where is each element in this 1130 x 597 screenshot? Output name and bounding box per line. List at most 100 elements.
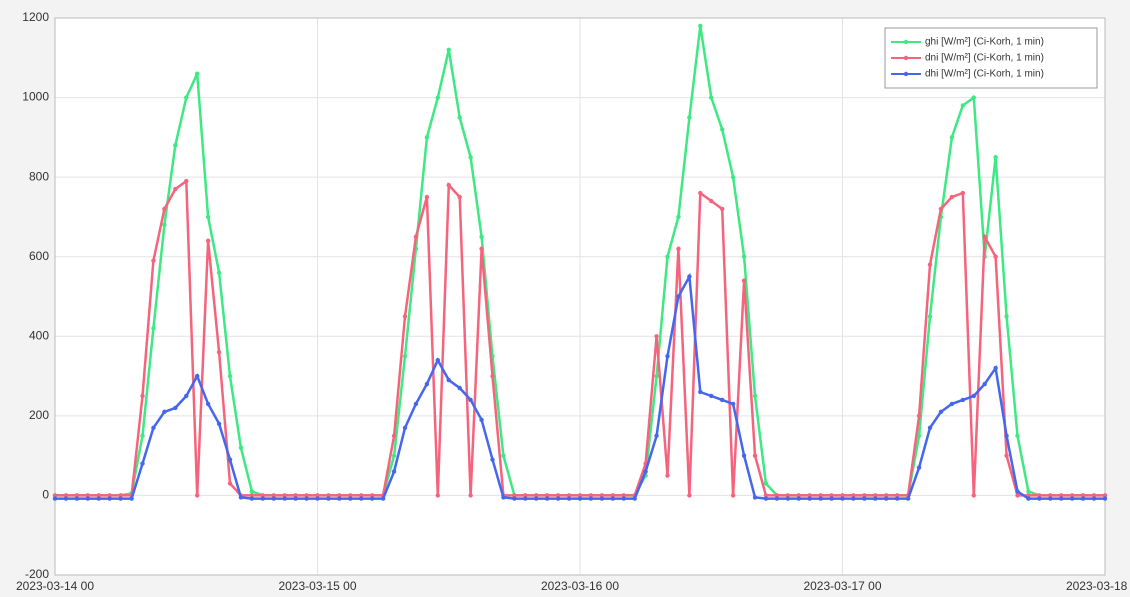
point-marker xyxy=(391,453,397,458)
legend: ghi [W/m²] (Ci-Korh, 1 min) dni [W/m²] (C… xyxy=(884,27,1098,89)
point-marker xyxy=(960,397,966,403)
point-marker xyxy=(238,495,244,500)
point-marker xyxy=(873,496,878,501)
point-marker xyxy=(566,493,572,498)
point-marker xyxy=(249,493,255,498)
point-marker xyxy=(173,405,178,411)
point-marker xyxy=(457,115,462,120)
point-marker xyxy=(479,246,484,251)
point-marker xyxy=(337,493,342,498)
point-marker xyxy=(523,496,528,501)
point-marker xyxy=(85,493,91,498)
point-marker xyxy=(577,493,583,498)
point-marker xyxy=(818,493,823,498)
point-marker xyxy=(1091,493,1097,498)
point-marker xyxy=(194,71,200,76)
point-marker xyxy=(260,496,266,501)
point-marker xyxy=(369,496,375,501)
point-marker xyxy=(774,496,780,501)
point-marker xyxy=(884,496,889,501)
point-marker xyxy=(249,496,255,501)
point-marker xyxy=(621,496,626,501)
point-marker xyxy=(534,493,539,498)
point-marker xyxy=(194,493,200,498)
point-marker xyxy=(151,326,156,331)
point-marker xyxy=(676,214,681,220)
point-marker xyxy=(960,103,966,108)
point-marker xyxy=(216,421,222,427)
y-tick-label: -200 xyxy=(25,567,49,581)
point-marker xyxy=(1048,496,1053,501)
point-marker xyxy=(752,393,758,399)
point-marker xyxy=(741,278,747,283)
point-marker xyxy=(63,496,69,501)
point-marker xyxy=(698,190,703,196)
point-marker xyxy=(599,496,605,501)
point-marker xyxy=(654,433,659,438)
point-marker xyxy=(610,493,616,498)
y-tick-label: 400 xyxy=(29,328,49,342)
point-marker xyxy=(763,481,769,486)
point-marker xyxy=(894,493,900,498)
point-marker xyxy=(479,417,484,423)
point-marker xyxy=(763,493,769,498)
point-marker xyxy=(216,270,222,275)
point-marker xyxy=(829,493,834,498)
legend-label: dhi [W/m²] (Ci-Korh, 1 min) xyxy=(925,69,1044,80)
point-marker xyxy=(577,496,583,501)
point-marker xyxy=(74,496,80,501)
point-marker xyxy=(173,186,178,192)
point-marker xyxy=(359,493,364,498)
point-marker xyxy=(1069,496,1075,501)
point-marker xyxy=(129,496,134,501)
point-marker xyxy=(249,489,255,494)
legend-label: ghi [W/m²] (Ci-Korh, 1 min) xyxy=(925,37,1044,48)
point-marker xyxy=(730,401,736,407)
point-marker xyxy=(719,397,725,403)
point-marker xyxy=(205,401,211,407)
point-marker xyxy=(730,493,736,498)
point-marker xyxy=(140,433,145,438)
point-marker xyxy=(971,493,976,498)
point-marker xyxy=(785,493,791,498)
point-marker xyxy=(74,493,80,498)
point-marker xyxy=(840,493,845,498)
point-marker xyxy=(304,496,309,501)
point-marker xyxy=(698,389,703,395)
point-marker xyxy=(326,496,331,501)
y-tick-label: 1000 xyxy=(22,90,49,104)
point-marker xyxy=(916,433,922,438)
point-marker xyxy=(1037,493,1042,498)
point-marker xyxy=(446,47,451,53)
point-marker xyxy=(993,365,998,371)
point-marker xyxy=(1102,493,1108,498)
point-marker xyxy=(851,493,856,498)
point-marker xyxy=(1004,433,1009,438)
point-marker xyxy=(162,409,167,415)
x-tick-label: 2023-03-14 00 xyxy=(16,579,94,593)
plot-frame xyxy=(54,17,1106,576)
point-marker xyxy=(402,314,408,319)
point-marker xyxy=(905,496,911,501)
x-tick-label: 2023-03-15 00 xyxy=(278,579,356,593)
point-marker xyxy=(709,95,714,100)
point-marker xyxy=(774,493,780,498)
y-tick-label: 800 xyxy=(29,169,49,183)
y-tick-label: 600 xyxy=(29,249,49,263)
point-marker xyxy=(621,493,626,498)
point-marker xyxy=(949,401,955,407)
point-marker xyxy=(118,496,123,501)
point-marker xyxy=(916,413,922,419)
point-marker xyxy=(271,496,276,501)
point-marker xyxy=(654,373,659,379)
point-marker xyxy=(829,496,834,501)
point-marker xyxy=(402,425,408,430)
point-marker xyxy=(632,496,637,501)
point-marker xyxy=(227,457,233,462)
point-marker xyxy=(1080,496,1086,501)
point-marker xyxy=(96,493,101,498)
point-marker xyxy=(326,493,331,498)
point-marker xyxy=(52,496,58,501)
point-marker xyxy=(293,496,298,501)
point-marker xyxy=(348,496,353,501)
